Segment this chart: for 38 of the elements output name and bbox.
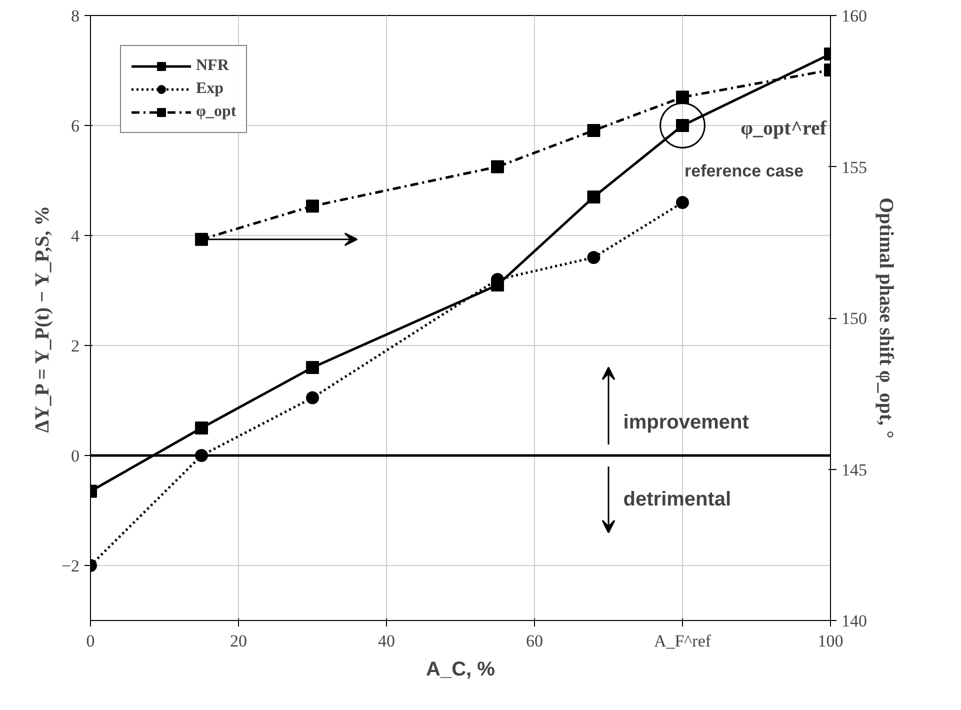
point [676, 90, 689, 104]
y-axis-title: ΔY_P = Y_P(t) − Y_P,S, % [31, 206, 54, 433]
point [587, 190, 600, 204]
y2-tick-label: 145 [842, 460, 867, 480]
annotation: φ_opt^ref [740, 118, 827, 140]
point [306, 391, 319, 404]
point [587, 251, 600, 264]
point [676, 196, 689, 209]
point [195, 232, 208, 246]
point [195, 422, 208, 434]
annotation: reference case [684, 162, 804, 180]
y-tick-label: 8 [71, 6, 80, 26]
y-tick-label: 2 [71, 336, 80, 356]
y2-axis-title: Optimal phase shift φ_opt, ° [875, 197, 897, 439]
y-tick-label: −2 [61, 556, 80, 576]
annotation: improvement [623, 412, 750, 434]
y2-tick-label: 160 [842, 6, 867, 26]
y2-tick-label: 155 [842, 158, 867, 177]
point [491, 160, 504, 174]
annotation: detrimental [623, 488, 732, 510]
x-tick-label: 0 [86, 632, 95, 650]
legend-label: Exp [196, 80, 224, 98]
x-axis-title: A_C, % [426, 658, 496, 680]
point [587, 124, 600, 137]
x-tick-label: A_F^ref [654, 632, 712, 650]
legend-label: NFR [196, 57, 229, 75]
x-tick-label: 60 [526, 632, 543, 650]
y2-tick-label: 140 [842, 612, 867, 630]
point [306, 361, 319, 374]
legend-label: φ_opt [196, 103, 236, 121]
x-tick-label: 20 [230, 632, 247, 650]
y-tick-label: 6 [71, 116, 80, 136]
y-tick-label: 4 [71, 226, 80, 246]
x-tick-label: 40 [378, 632, 395, 650]
y-tick-label: 0 [71, 446, 80, 466]
y2-tick-label: 150 [842, 309, 867, 328]
x-tick-label: 100 [818, 632, 844, 650]
point [306, 200, 319, 213]
